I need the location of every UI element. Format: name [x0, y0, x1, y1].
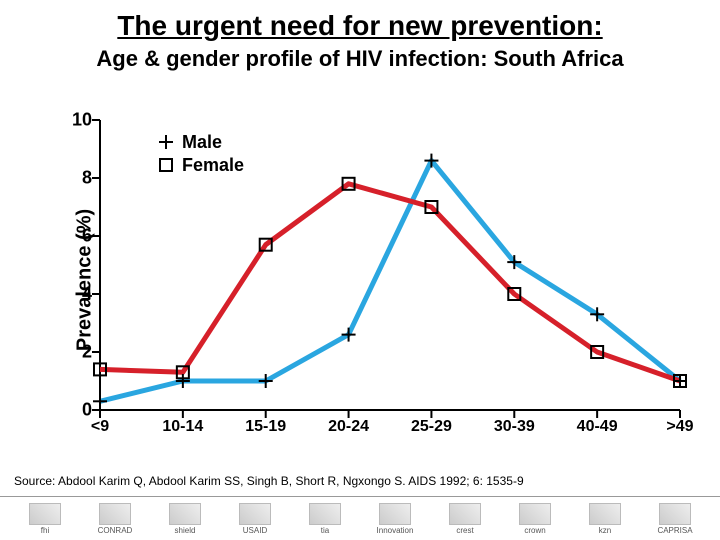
slide-title: The urgent need for new prevention: [0, 0, 720, 42]
footer-logo: crest [440, 501, 490, 537]
logo-label: tia [321, 526, 329, 535]
footer-logo: fhi [20, 501, 70, 537]
footer-logo-bar: fhi CONRAD shield USAID tia Innovation crest cr… [0, 496, 720, 540]
x-tick-label: 15-19 [245, 418, 286, 436]
logo-label: Innovation [377, 526, 414, 535]
logo-icon [519, 503, 551, 525]
footer-logo: crown [510, 501, 560, 537]
x-tick-label: 20-24 [328, 418, 369, 436]
logo-icon [169, 503, 201, 525]
x-tick-label: 30-39 [494, 418, 535, 436]
logo-icon [379, 503, 411, 525]
logo-label: crest [456, 526, 473, 535]
x-tick-label: >49 [666, 418, 693, 436]
chart: Prevalence (%) 0246810<910-1415-1920-242… [20, 110, 700, 450]
series-line-female [100, 184, 680, 381]
footer-logo: tia [300, 501, 350, 537]
slide-subtitle: Age & gender profile of HIV infection: S… [0, 46, 720, 72]
footer-logo: Innovation [370, 501, 420, 537]
logo-icon [449, 503, 481, 525]
y-tick-label: 4 [82, 284, 92, 305]
logo-icon [309, 503, 341, 525]
logo-label: kzn [599, 526, 611, 535]
legend-item: Female [158, 155, 244, 176]
x-tick-label: <9 [91, 418, 109, 436]
footer-logo: kzn [580, 501, 630, 537]
logo-label: CONRAD [98, 526, 133, 535]
x-tick-label: 25-29 [411, 418, 452, 436]
footer-logo: shield [160, 501, 210, 537]
logo-icon [239, 503, 271, 525]
logo-label: crown [524, 526, 545, 535]
plus-icon [158, 134, 174, 150]
logo-icon [589, 503, 621, 525]
square-icon [158, 157, 174, 173]
y-tick-label: 8 [82, 168, 92, 189]
legend: MaleFemale [158, 132, 244, 178]
legend-label: Female [182, 155, 244, 176]
footer-logo: CONRAD [90, 501, 140, 537]
legend-label: Male [182, 132, 222, 153]
y-tick-label: 10 [72, 110, 92, 131]
logo-label: shield [175, 526, 196, 535]
plus-marker [93, 394, 107, 408]
logo-label: fhi [41, 526, 49, 535]
y-tick-label: 2 [82, 342, 92, 363]
legend-item: Male [158, 132, 244, 153]
logo-label: USAID [243, 526, 267, 535]
slide: The urgent need for new prevention: Age … [0, 0, 720, 540]
x-tick-label: 10-14 [162, 418, 203, 436]
footer-logo: USAID [230, 501, 280, 537]
x-tick-label: 40-49 [577, 418, 618, 436]
logo-icon [29, 503, 61, 525]
logo-icon [99, 503, 131, 525]
plus-marker [176, 374, 190, 388]
y-tick-label: 6 [82, 226, 92, 247]
logo-icon [659, 503, 691, 525]
logo-label: CAPRISA [657, 526, 692, 535]
plot-area: 0246810<910-1415-1920-2425-2930-3940-49>… [100, 120, 680, 410]
source-citation: Source: Abdool Karim Q, Abdool Karim SS,… [14, 474, 524, 488]
footer-logo: CAPRISA [650, 501, 700, 537]
